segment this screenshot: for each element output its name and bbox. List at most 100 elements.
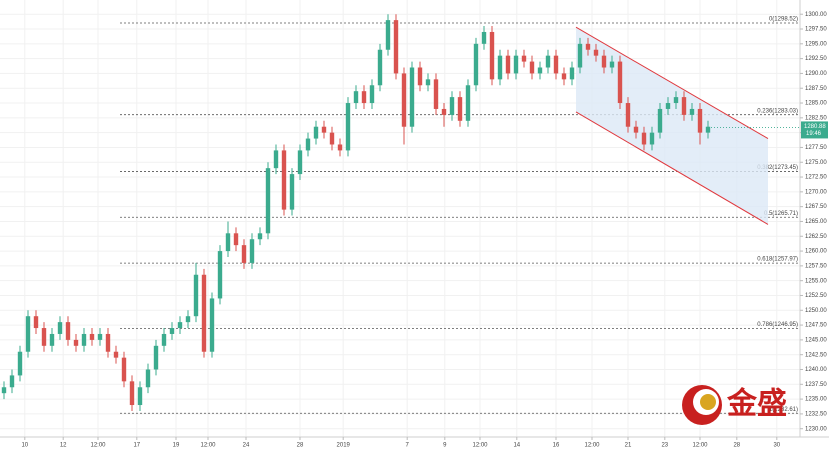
candle-body — [201, 274, 207, 352]
last-price-label: 1280.88 — [804, 124, 826, 130]
candle-body — [25, 316, 31, 352]
x-tick-label: 12:00 — [90, 443, 106, 449]
y-tick-label: 1267.50 — [805, 204, 827, 210]
candle-body — [361, 91, 367, 104]
candle-body — [241, 245, 247, 263]
candle-body — [273, 150, 279, 169]
y-tick-label: 1275.00 — [805, 160, 827, 166]
fib-label: 0(1298.52) — [769, 17, 798, 23]
y-tick-label: 1260.00 — [805, 249, 827, 255]
fib-label: 0.786(1246.95) — [757, 322, 798, 328]
candle-body — [329, 132, 335, 145]
y-tick-label: 1250.00 — [805, 308, 827, 314]
candle-body — [601, 55, 607, 68]
y-tick-label: 1290.00 — [805, 71, 827, 77]
x-tick-label: 19 — [173, 443, 180, 449]
fib-label: 0.5(1265.71) — [764, 211, 798, 217]
candle-body — [353, 91, 359, 104]
candle-body — [193, 274, 199, 317]
candle-body — [705, 126, 711, 133]
y-tick-label: 1300.00 — [805, 12, 827, 18]
y-tick-label: 1277.50 — [805, 145, 827, 151]
y-tick-label: 1295.00 — [805, 41, 827, 47]
candle-body — [209, 298, 215, 352]
candle-body — [689, 108, 695, 115]
x-tick-label: 2019 — [337, 443, 351, 449]
candle-body — [369, 85, 375, 104]
candle-body — [49, 333, 55, 346]
x-tick-label: 24 — [243, 443, 250, 449]
candle-body — [529, 61, 535, 74]
y-tick-label: 1252.50 — [805, 293, 827, 299]
x-tick-label: 17 — [133, 443, 140, 449]
candle-body — [457, 97, 463, 121]
candle-body — [569, 67, 575, 80]
candle-body — [465, 85, 471, 121]
candle-body — [225, 233, 231, 252]
fib-label: 0.236(1283.03) — [757, 108, 798, 114]
y-tick-label: 1235.00 — [805, 397, 827, 403]
x-tick-label: 28 — [733, 443, 740, 449]
y-tick-label: 1255.00 — [805, 278, 827, 284]
candle-body — [641, 132, 647, 145]
y-tick-label: 1247.50 — [805, 323, 827, 329]
candle-body — [233, 233, 239, 246]
candle-body — [649, 132, 655, 145]
candle-body — [281, 150, 287, 210]
candle-body — [585, 43, 591, 50]
y-tick-label: 1285.00 — [805, 101, 827, 107]
x-tick-label: 16 — [553, 443, 560, 449]
candle-body — [1, 387, 7, 394]
candle-body — [41, 328, 47, 346]
candle-body — [441, 108, 447, 115]
candle-body — [657, 108, 663, 133]
y-tick-label: 1230.00 — [805, 426, 827, 432]
candle-body — [553, 55, 559, 74]
candle-body — [513, 55, 519, 74]
y-tick-label: 1240.00 — [805, 367, 827, 373]
candle-body — [17, 351, 23, 376]
candle-body — [633, 126, 639, 133]
candle-body — [665, 103, 671, 109]
x-tick-label: 23 — [661, 443, 668, 449]
candle-body — [545, 55, 551, 68]
y-tick-label: 1282.50 — [805, 115, 827, 121]
fib-label: 1(1232.61) — [769, 407, 798, 413]
candle-body — [497, 55, 503, 80]
candle-body — [185, 316, 191, 323]
candle-body — [65, 322, 71, 340]
x-tick-label: 12:00 — [584, 443, 600, 449]
candle-body — [9, 375, 15, 388]
candle-body — [177, 322, 183, 329]
candle-body — [449, 97, 455, 115]
y-tick-label: 1245.00 — [805, 337, 827, 343]
candle-body — [113, 351, 119, 358]
candle-body — [425, 79, 431, 86]
candle-body — [321, 126, 327, 133]
channel-layer — [575, 26, 769, 225]
candle-body — [393, 20, 399, 74]
x-tick-label: 30 — [773, 443, 780, 449]
candle-body — [417, 67, 423, 86]
candle-body — [97, 333, 103, 340]
candle-body — [697, 108, 703, 133]
y-tick-label: 1237.50 — [805, 382, 827, 388]
channel-fill — [576, 27, 768, 225]
watermark: 金盛 — [726, 387, 787, 422]
y-tick-label: 1262.50 — [805, 234, 827, 240]
candle-body — [129, 381, 135, 406]
candle-body — [681, 97, 687, 115]
candle-layer — [1, 14, 711, 411]
candle-body — [561, 73, 567, 80]
x-tick-label: 10 — [21, 443, 28, 449]
x-tick-label: 12:00 — [200, 443, 216, 449]
y-tick-label: 1257.50 — [805, 263, 827, 269]
candle-body — [137, 387, 143, 406]
candle-body — [217, 251, 223, 299]
candle-body — [313, 126, 319, 139]
axis-layer: 1230.00 1232.50 1235.00 1237.50 1240.00 1242.… — [21, 12, 828, 449]
last-price-time: 19:46 — [806, 131, 822, 137]
candle-body — [289, 174, 295, 210]
y-tick-label: 1287.50 — [805, 86, 827, 92]
candle-body — [537, 67, 543, 74]
